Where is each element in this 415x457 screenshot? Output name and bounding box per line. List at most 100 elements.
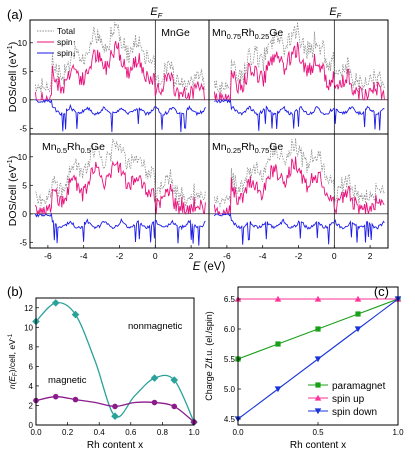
legend-marker <box>314 408 322 415</box>
x-axis-label: E (eV) <box>193 261 226 273</box>
legend-marker <box>315 382 321 388</box>
series-point <box>354 326 362 333</box>
series-point <box>354 295 362 302</box>
series-point <box>274 386 282 393</box>
y-tick-label: 6.0 <box>224 325 236 334</box>
x-tick-label: -6 <box>223 251 231 261</box>
y-tick-label: 5.5 <box>224 355 236 364</box>
y-axis-label: n(EF)/cell, eV-1 <box>7 333 19 389</box>
y-tick-label: 2 <box>29 401 34 410</box>
x-tick-label: 0.0 <box>30 428 42 437</box>
y-tick-label: 0 <box>29 421 34 430</box>
legend-label: Total <box>57 26 75 36</box>
y-tick-label: 4.5 <box>224 415 236 424</box>
x-axis-label: Rh content x <box>290 440 346 451</box>
fermi-label: EF <box>150 6 162 20</box>
spin-up-dos-line <box>34 40 206 101</box>
series-point <box>355 311 361 317</box>
x-tick-label: 0.6 <box>125 428 137 437</box>
panel-label: (b) <box>7 284 23 299</box>
dos-at-fermi-panel: 0 2 4 6 8 10 12 0.0 0.2 0.4 0.6 0.8 1.0 nonmagnetic ma… <box>7 284 200 451</box>
x-tick-label: 2 <box>189 251 194 261</box>
total-dos-line <box>35 138 206 207</box>
x-tick-label: 1.0 <box>392 428 404 437</box>
spin-up-dos-line <box>213 42 385 101</box>
nonmagnetic-point <box>71 310 80 319</box>
spin-up-dos-line <box>213 156 385 216</box>
legend-label: spin↓ <box>57 48 76 58</box>
nonmagnetic-point <box>111 412 119 421</box>
x-tick-label: -2 <box>295 251 303 261</box>
y-tick-label: 5 <box>22 66 27 76</box>
series-point <box>274 295 282 302</box>
dos-panel: MnGe -5 0 5 10 EF Mn0.75Rh0.25Ge EF Mn0.5Rh0.5Ge… <box>7 6 389 273</box>
magnetic-point <box>72 396 79 403</box>
frame <box>35 297 195 426</box>
x-tick-label: 0.4 <box>94 428 106 437</box>
y-tick-label: 5.0 <box>224 385 236 394</box>
nonmagnetic-point <box>51 299 60 307</box>
subplot-label: Mn0.5Rh0.5Ge <box>42 141 105 155</box>
y-tick-label: 0 <box>22 95 27 105</box>
x-tick-label: -4 <box>259 251 267 261</box>
x-axis-label: Rh content x <box>87 440 143 451</box>
y-tick-label: -5 <box>19 123 27 133</box>
fermi-label: EF <box>329 6 341 20</box>
series-label-magnetic: magnetic <box>48 375 87 386</box>
spin-up-dos-line <box>34 160 206 215</box>
x-tick-label: 0 <box>153 251 158 261</box>
magnetic-point <box>112 403 118 410</box>
y-tick-label: 10 <box>24 323 33 332</box>
spin-down-dos-line <box>214 98 385 131</box>
x-tick-label: 0.0 <box>232 428 244 437</box>
y-tick-label: 10 <box>18 38 28 48</box>
x-tick-label: 0.8 <box>157 428 169 437</box>
y-tick-label: 4 <box>29 382 34 391</box>
charge-panel: 4.5 5.0 5.5 6.0 6.5 0.0 0.5 1.0 paramagnet spin u… <box>204 284 404 451</box>
y-tick-label: 6.5 <box>224 295 236 304</box>
y-tick-label: 5 <box>22 180 27 190</box>
y-tick-label: 10 <box>18 152 28 162</box>
legend-label: spin↑ <box>57 37 76 47</box>
legend-label: spin up <box>332 394 365 405</box>
x-tick-label: -2 <box>116 251 124 261</box>
series-point <box>314 356 322 363</box>
x-tick-label: 0 <box>332 251 337 261</box>
total-dos-line <box>35 21 206 93</box>
y-tick-label: 8 <box>29 343 34 352</box>
spin-down-dos-line <box>34 212 206 246</box>
series-point <box>315 326 321 332</box>
series-point <box>275 341 281 347</box>
magnetic-point <box>151 399 158 406</box>
total-dos-line <box>214 22 385 93</box>
y-tick-label: -5 <box>19 237 27 247</box>
series-label-nonmagnetic: nonmagnetic <box>128 321 183 332</box>
spin-down-dos-line <box>35 99 206 133</box>
panel-label: (a) <box>7 7 23 22</box>
y-tick-label: 0 <box>22 209 27 219</box>
magnetic-point <box>171 403 178 410</box>
y-tick-label: 12 <box>24 304 33 313</box>
spin-down-dos-line <box>214 212 385 245</box>
legend-marker <box>314 394 322 401</box>
y-axis-label: DOS/cell (eV-1) <box>7 42 19 112</box>
legend-label: spin down <box>332 407 377 418</box>
subplot-label: Mn0.75Rh0.25Ge <box>212 27 283 41</box>
x-tick-label: -6 <box>44 251 52 261</box>
x-tick-label: -4 <box>80 251 88 261</box>
x-tick-label: 2 <box>368 251 373 261</box>
legend-label: paramagnet <box>332 381 386 392</box>
nonmagnetic-point <box>170 376 179 384</box>
panel-label: (c) <box>374 284 389 299</box>
series-point <box>314 295 322 302</box>
subplot-label: MnGe <box>161 27 190 39</box>
magnetic-point <box>52 393 59 400</box>
subplot-label: Mn0.25Rh0.75Ge <box>212 141 283 155</box>
total-dos-line <box>214 138 385 208</box>
y-tick-label: 6 <box>29 362 34 371</box>
y-axis-label: Charge Z/f.u. (el./spin) <box>204 311 214 401</box>
x-tick-label: 0.5 <box>312 428 324 437</box>
nonmagnetic-point <box>150 374 159 382</box>
x-tick-label: 0.2 <box>62 428 74 437</box>
